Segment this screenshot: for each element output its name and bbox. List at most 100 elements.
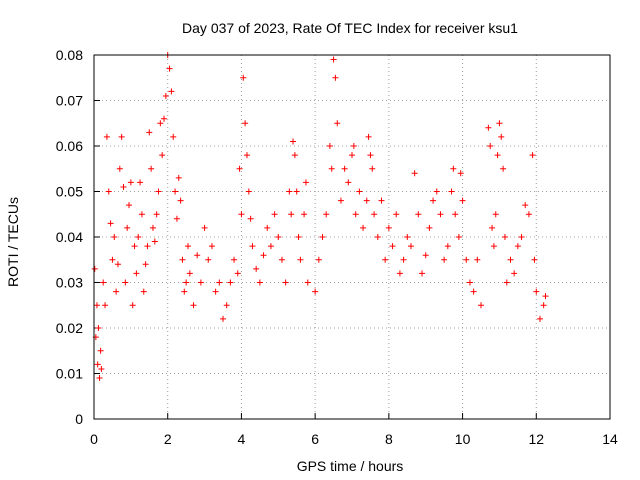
data-point [127, 179, 134, 186]
data-point [168, 88, 175, 95]
data-point [133, 270, 140, 277]
data-point [197, 279, 204, 286]
data-point [116, 165, 123, 172]
data-point [514, 243, 521, 250]
data-point [177, 197, 184, 204]
data-point [173, 215, 180, 222]
data-point [393, 211, 400, 218]
data-point [126, 202, 133, 209]
data-point [382, 256, 389, 263]
data-point [223, 302, 230, 309]
data-point [236, 165, 243, 172]
data-point [144, 243, 151, 250]
data-point [503, 279, 510, 286]
data-point [148, 165, 155, 172]
x-tick-label: 12 [528, 431, 544, 447]
data-point [243, 152, 250, 159]
data-point [444, 243, 451, 250]
data-point [275, 234, 282, 240]
data-point [319, 234, 326, 240]
data-point [332, 74, 339, 81]
y-tick-label: 0.07 [56, 93, 83, 109]
data-point [122, 279, 129, 286]
y-axis-ticks: 0 0.01 0.02 0.03 0.04 0.05 0.06 0.07 0.08 [56, 47, 100, 427]
data-point [240, 74, 247, 81]
data-point [295, 234, 302, 240]
data-point [492, 211, 499, 218]
data-point [498, 133, 505, 140]
data-point [448, 188, 455, 195]
data-point [118, 133, 125, 140]
data-point [531, 256, 538, 263]
y-tick-label: 0.03 [56, 275, 83, 291]
data-point [184, 243, 191, 250]
y-tick-label: 0.04 [56, 229, 83, 245]
data-point [297, 256, 304, 263]
data-point [98, 365, 105, 372]
data-point [494, 152, 501, 159]
data-point [282, 279, 289, 286]
data-point [129, 302, 136, 309]
y-tick-label: 0.05 [56, 184, 83, 200]
data-point [100, 279, 107, 286]
data-point [352, 211, 359, 218]
data-point [349, 152, 355, 159]
data-point [369, 165, 376, 172]
data-point [533, 288, 540, 295]
data-point [286, 188, 293, 195]
data-point [114, 261, 121, 268]
data-point [96, 375, 103, 382]
grid-lines [94, 55, 610, 419]
data-point [278, 256, 285, 263]
data-point [507, 256, 514, 263]
data-point [91, 265, 98, 272]
data-point [518, 234, 525, 240]
data-point [140, 288, 147, 295]
data-point [389, 243, 396, 250]
data-point [253, 265, 260, 272]
data-point [186, 270, 193, 277]
data-point [334, 120, 341, 127]
data-point [120, 183, 127, 190]
data-point [260, 252, 267, 259]
x-tick-label: 8 [385, 431, 393, 447]
data-point [501, 234, 508, 240]
x-tick-label: 14 [602, 431, 618, 447]
data-point [419, 270, 426, 277]
y-tick-label: 0.01 [56, 366, 83, 382]
data-point [490, 243, 497, 250]
data-point [374, 234, 381, 240]
x-axis-ticks: 0 2 4 6 8 10 12 14 [90, 413, 618, 447]
data-point [201, 224, 208, 231]
data-point [404, 234, 411, 240]
data-point [441, 256, 448, 263]
data-point [190, 302, 197, 309]
data-point [433, 188, 440, 195]
data-point [365, 133, 372, 140]
data-point [242, 120, 249, 127]
data-point [205, 256, 212, 263]
data-point [363, 197, 370, 204]
data-point [227, 279, 234, 286]
data-point [415, 211, 422, 218]
data-point [315, 256, 322, 263]
data-point [328, 165, 335, 172]
data-point [93, 302, 100, 309]
data-point [341, 165, 348, 172]
data-point [337, 197, 344, 204]
data-point [149, 224, 156, 231]
data-point [470, 288, 477, 295]
data-point [312, 288, 319, 295]
y-tick-label: 0.02 [56, 320, 83, 336]
data-point [179, 256, 186, 263]
x-tick-label: 4 [238, 431, 246, 447]
data-point [208, 243, 215, 250]
data-point [97, 347, 104, 354]
data-point [151, 238, 158, 245]
data-point [264, 224, 271, 231]
data-point [542, 293, 549, 300]
data-point [485, 124, 492, 131]
data-point [525, 211, 532, 218]
data-point [407, 243, 414, 250]
y-tick-label: 0.08 [56, 47, 83, 63]
